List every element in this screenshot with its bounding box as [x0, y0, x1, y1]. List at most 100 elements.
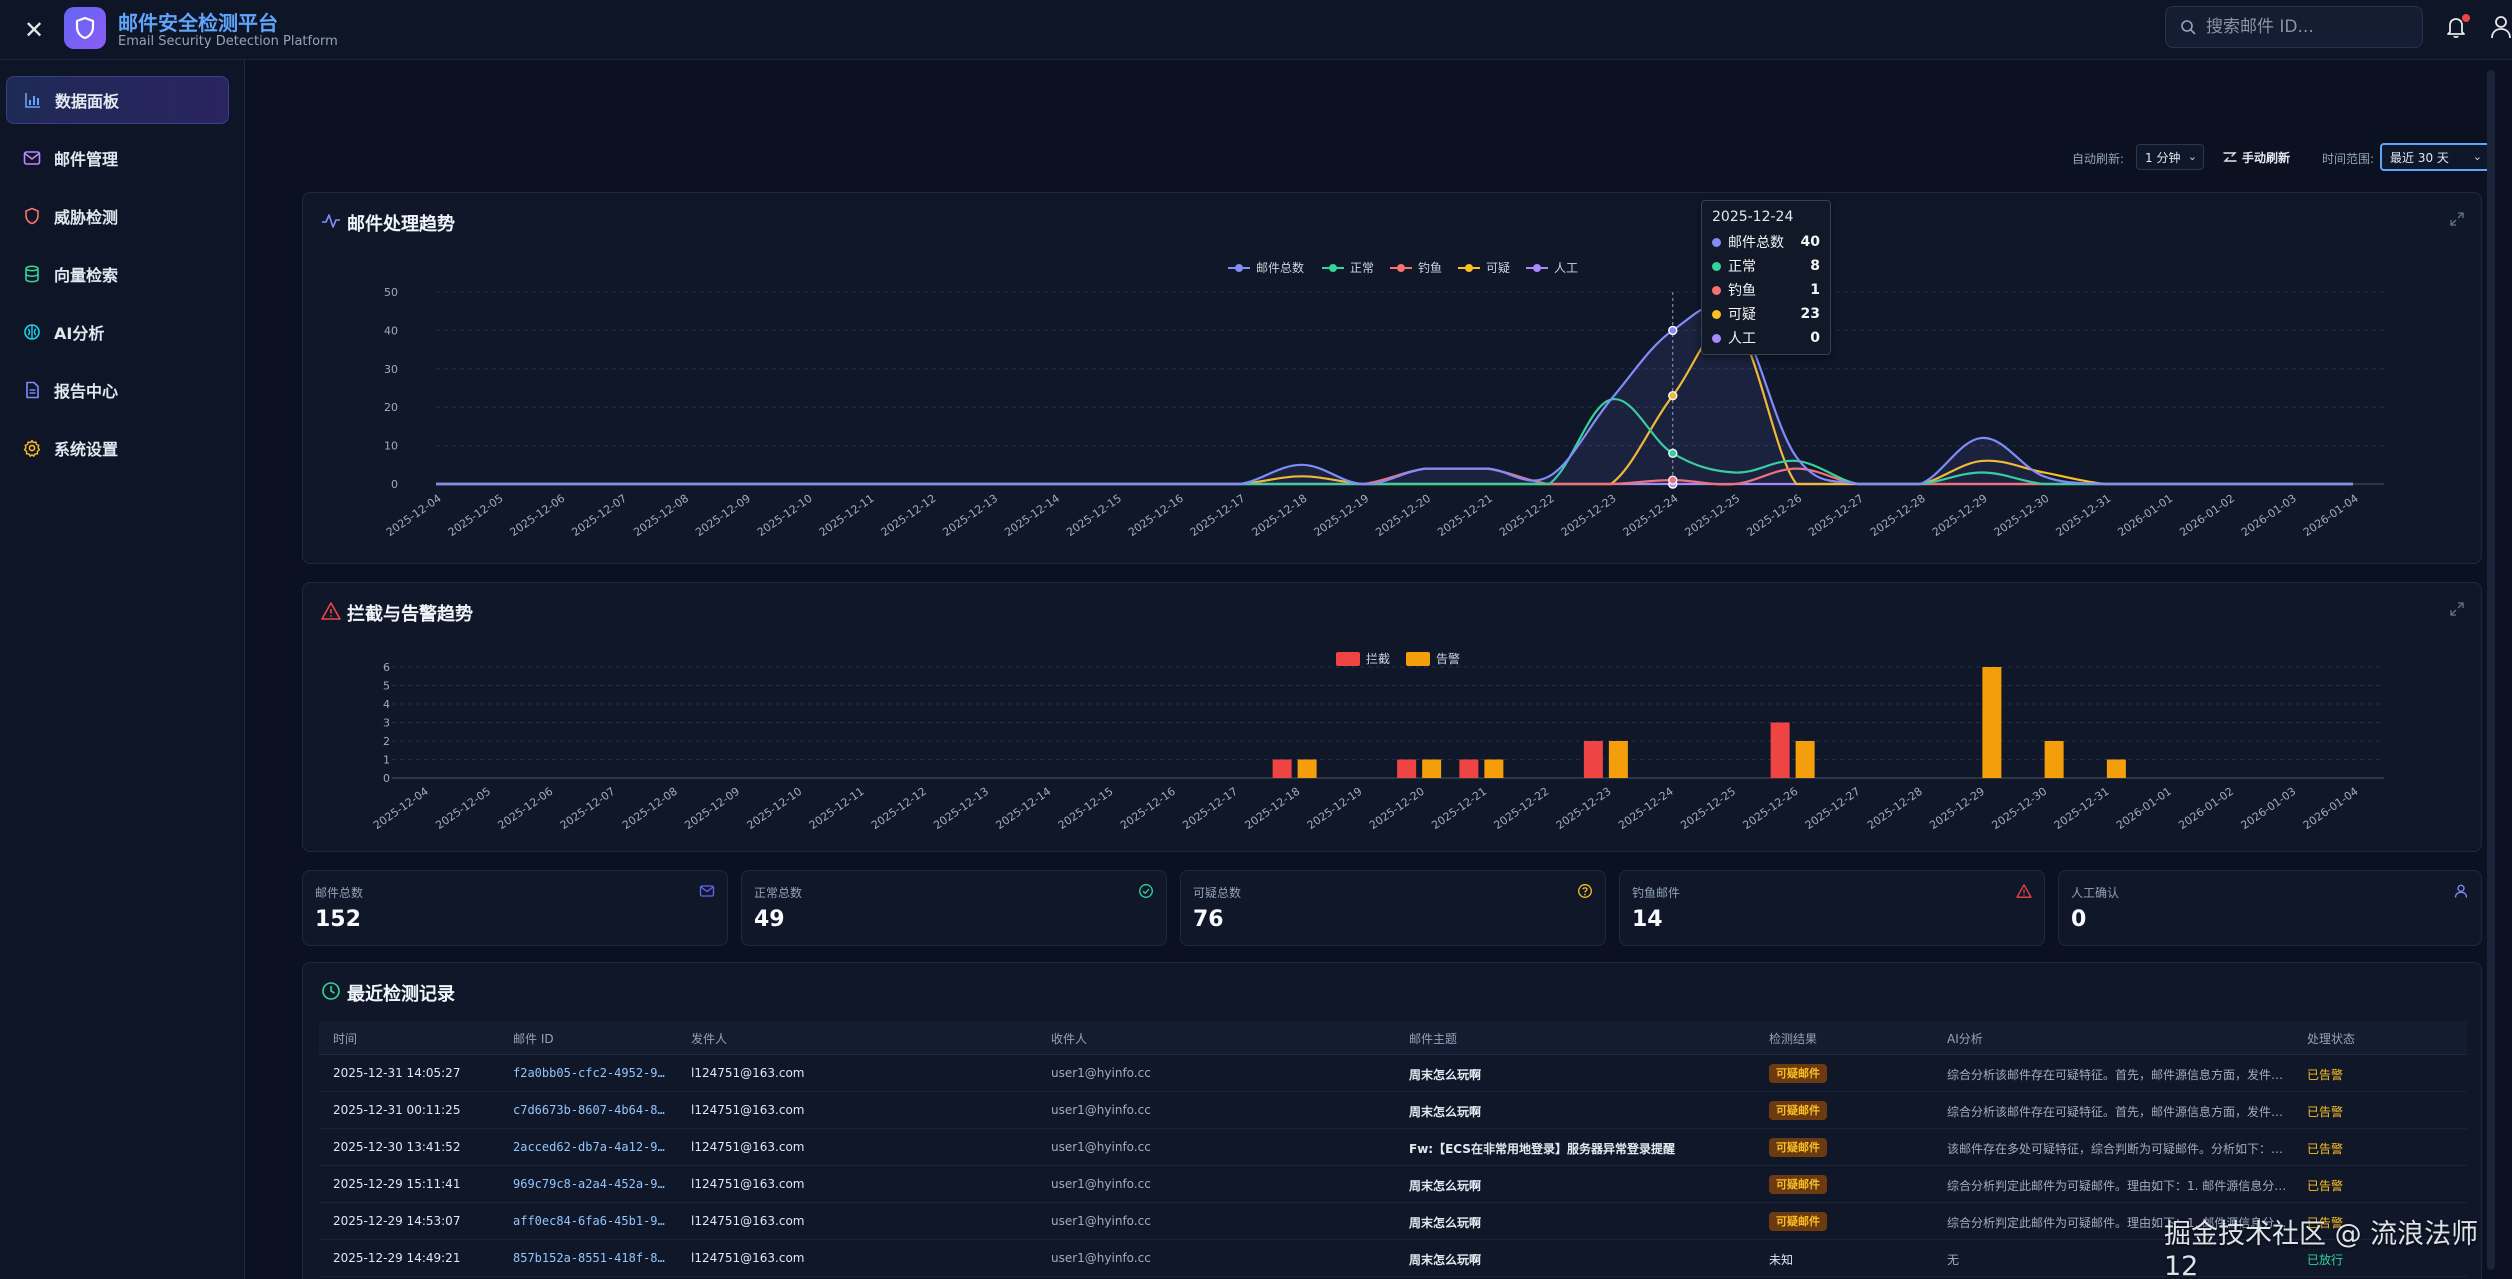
stat-value: 49 [754, 907, 785, 932]
cell-recipient: user1@hyinfo.cc [1051, 1214, 1151, 1228]
auto-refresh-select[interactable]: 1 分钟 ⌄ [2136, 144, 2204, 170]
tooltip-name: 可疑 [1728, 307, 1756, 323]
result-badge: 可疑邮件 [1769, 1175, 1827, 1194]
expand-icon[interactable] [2449, 601, 2465, 617]
auto-refresh-value: 1 分钟 [2145, 150, 2181, 165]
chevron-down-icon: ⌄ [2187, 150, 2197, 163]
shield-logo-icon [75, 16, 95, 40]
tooltip-row: 正常 8 [1712, 254, 1820, 278]
table-row[interactable]: 2025-12-30 13:41:52 2acced62-db7a-4a12-9…… [319, 1129, 2467, 1166]
tooltip-name: 人工 [1728, 331, 1756, 347]
sidebar-item-dashboard[interactable]: 数据面板 [6, 76, 229, 124]
tooltip-value: 1 [1810, 282, 1820, 298]
user-menu-button[interactable] [2490, 14, 2512, 42]
stat-value: 14 [1632, 907, 1663, 932]
auto-refresh-label: 自动刷新: [2072, 152, 2125, 166]
top-bar: ✕ 邮件安全检测平台 Email Security Detection Plat… [0, 0, 2512, 60]
table-row[interactable]: 2025-12-29 14:49:21 857b152a-8551-418f-8…… [319, 1240, 2467, 1277]
cell-status: 已告警 [2307, 1179, 2344, 1193]
block-alert-card: 拦截与告警趋势 [302, 582, 2482, 852]
table-row[interactable]: 2025-12-29 14:53:07 aff0ec84-6fa6-45b1-9…… [319, 1203, 2467, 1240]
time-range-select[interactable]: 最近 30 天 ⌄ [2380, 143, 2490, 171]
tooltip-value: 0 [1810, 330, 1820, 346]
column-header: 检测结果 [1769, 1032, 1818, 1046]
stat-label: 人工确认 [2071, 886, 2120, 900]
cell-mail-id[interactable]: aff0ec84-6fa6-45b1-9… [513, 1214, 665, 1228]
question-circle-icon [1578, 884, 1592, 898]
cell-status: 已放行 [2307, 1253, 2344, 1267]
sidebar-item-threat[interactable]: 威胁检测 [6, 192, 229, 240]
column-header: 发件人 [691, 1032, 728, 1046]
mail-icon [22, 148, 42, 168]
close-button[interactable]: ✕ [23, 16, 45, 44]
stat-label: 邮件总数 [315, 886, 364, 900]
column-header: 邮件主题 [1409, 1032, 1458, 1046]
tooltip-value: 40 [1800, 234, 1820, 250]
clock-icon [322, 982, 340, 1000]
cell-status: 已告警 [2307, 1142, 2344, 1156]
sidebar: 数据面板 邮件管理 威胁检测 向量检索 AI分析 报告中心 系统设置 [0, 60, 245, 1279]
table-row[interactable]: 2025-12-31 00:11:25 c7d6673b-8607-4b64-8…… [319, 1092, 2467, 1129]
search-icon [2181, 20, 2196, 35]
bar-chart-icon [23, 90, 43, 110]
cell-ai-analysis: 该邮件存在多处可疑特征，综合判断为可疑邮件。分析如下：… [1947, 1142, 2284, 1156]
check-circle-icon [1139, 884, 1153, 898]
sidebar-item-reports[interactable]: 报告中心 [6, 366, 229, 414]
manual-refresh-label: 手动刷新 [2242, 150, 2291, 165]
search-input[interactable] [2206, 7, 2416, 47]
mail-trend-title: 邮件处理趋势 [347, 214, 455, 235]
cell-time: 2025-12-31 00:11:25 [333, 1103, 461, 1117]
result-badge: 可疑邮件 [1769, 1138, 1827, 1157]
manual-refresh-button[interactable]: 手动刷新 [2222, 144, 2290, 170]
cell-recipient: user1@hyinfo.cc [1051, 1177, 1151, 1191]
table-row[interactable]: 2025-12-31 14:05:27 f2a0bb05-cfc2-4952-9…… [319, 1055, 2467, 1092]
cell-mail-id[interactable]: 969c79c8-a2a4-452a-9… [513, 1177, 665, 1191]
sidebar-item-mail[interactable]: 邮件管理 [6, 134, 229, 182]
scrollbar[interactable] [2487, 70, 2495, 1270]
cell-mail-id[interactable]: 2acced62-db7a-4a12-9… [513, 1140, 665, 1154]
cell-mail-id[interactable]: f2a0bb05-cfc2-4952-9… [513, 1066, 665, 1080]
mail-trend-card: 邮件处理趋势 [302, 192, 2482, 564]
stat-value: 0 [2071, 907, 2087, 932]
tooltip-row: 人工 0 [1712, 326, 1820, 350]
expand-icon[interactable] [2449, 211, 2465, 227]
search-box[interactable] [2165, 6, 2423, 48]
stat-card-phishing: 钓鱼邮件 14 [1619, 870, 2045, 946]
sidebar-item-ai[interactable]: AI分析 [6, 308, 229, 356]
cell-result: 未知 [1769, 1253, 1794, 1267]
watermark: 掘金技术社区 @ 流浪法师12 [2164, 1219, 2479, 1279]
cell-time: 2025-12-29 15:11:41 [333, 1177, 461, 1191]
user-icon [2454, 884, 2468, 898]
sidebar-item-label: 数据面板 [55, 92, 120, 111]
app-logo [64, 7, 106, 49]
cell-mail-id[interactable]: 857b152a-8551-418f-8… [513, 1251, 665, 1265]
app-subtitle: Email Security Detection Platform [118, 34, 338, 49]
sidebar-item-label: 系统设置 [54, 440, 119, 459]
chevron-down-icon: ⌄ [2472, 150, 2482, 163]
cell-sender: l124751@163.com [691, 1177, 805, 1191]
notification-dot [2462, 14, 2470, 22]
sidebar-item-vector[interactable]: 向量检索 [6, 250, 229, 298]
result-badge: 可疑邮件 [1769, 1101, 1827, 1120]
stat-label: 可疑总数 [1193, 886, 1242, 900]
table-row[interactable]: 2025-12-29 15:11:41 969c79c8-a2a4-452a-9…… [319, 1166, 2467, 1203]
tooltip-row: 钓鱼 1 [1712, 278, 1820, 302]
sidebar-item-label: 报告中心 [54, 382, 119, 401]
cell-time: 2025-12-31 14:05:27 [333, 1066, 461, 1080]
column-header: AI分析 [1947, 1032, 1983, 1046]
sidebar-item-settings[interactable]: 系统设置 [6, 424, 229, 472]
time-range-value: 最近 30 天 [2390, 150, 2449, 165]
bell-icon [2447, 18, 2465, 39]
result-badge: 可疑邮件 [1769, 1212, 1827, 1231]
cell-mail-id[interactable]: c7d6673b-8607-4b64-8… [513, 1103, 665, 1117]
cell-recipient: user1@hyinfo.cc [1051, 1251, 1151, 1265]
notification-button[interactable] [2444, 14, 2472, 42]
cell-sender: l124751@163.com [691, 1251, 805, 1265]
cell-time: 2025-12-29 14:49:21 [333, 1251, 461, 1265]
time-range-label: 时间范围: [2322, 152, 2375, 166]
gear-icon [22, 438, 42, 458]
database-icon [22, 264, 42, 284]
cell-sender: l124751@163.com [691, 1214, 805, 1228]
stat-value: 152 [315, 907, 361, 932]
tooltip-name: 正常 [1728, 259, 1756, 275]
